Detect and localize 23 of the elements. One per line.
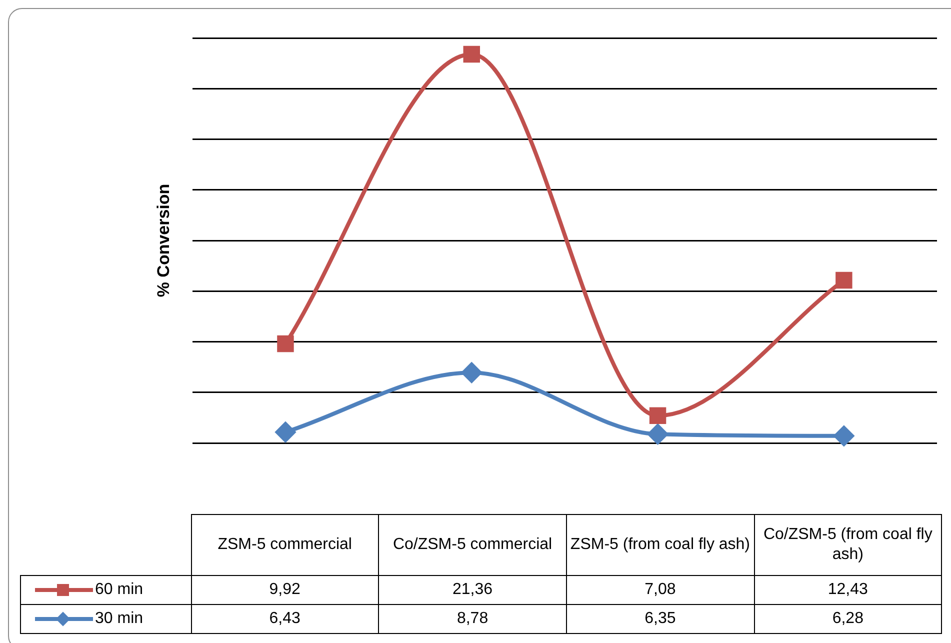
data-label: 9,92 xyxy=(191,576,379,604)
x-tick-label: Co/ZSM-5 commercial xyxy=(378,514,566,576)
y-axis-title: % Conversion xyxy=(154,184,173,298)
x-tick-label: ZSM-5 (from coal fly ash) xyxy=(566,514,754,576)
data-label: 8,78 xyxy=(378,604,566,634)
legend-label: 60 min xyxy=(20,576,191,604)
data-label: 6,43 xyxy=(191,604,379,634)
point xyxy=(649,407,666,424)
legend-label: 30 min xyxy=(20,604,191,634)
point xyxy=(275,422,296,442)
data-label: 6,35 xyxy=(566,604,754,634)
point xyxy=(648,424,668,444)
point xyxy=(277,335,294,352)
point xyxy=(462,362,482,383)
point xyxy=(836,272,852,289)
x-tick-label: ZSM-5 commercial xyxy=(191,514,379,576)
point xyxy=(463,46,480,63)
data-label: 6,28 xyxy=(754,604,942,634)
data-label: 7,08 xyxy=(566,576,754,604)
data-label: 12,43 xyxy=(754,576,942,604)
data-label: 21,36 xyxy=(378,576,566,604)
point xyxy=(834,426,854,446)
x-tick-label: Co/ZSM-5 (from coal fly ash) xyxy=(754,514,942,576)
